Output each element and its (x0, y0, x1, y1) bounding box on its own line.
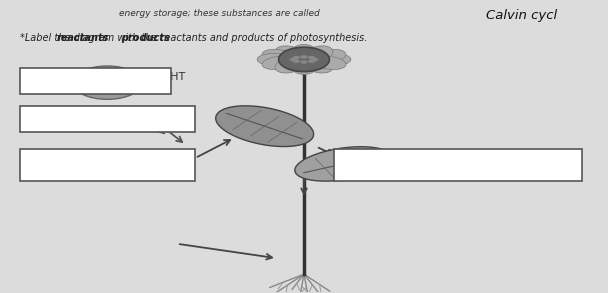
Text: LIGHT: LIGHT (153, 72, 186, 82)
Ellipse shape (72, 66, 142, 99)
Circle shape (292, 59, 300, 63)
Polygon shape (74, 88, 89, 93)
Ellipse shape (291, 58, 317, 74)
Circle shape (308, 56, 316, 59)
Polygon shape (216, 106, 314, 146)
Polygon shape (137, 77, 156, 80)
Polygon shape (95, 90, 104, 95)
Circle shape (289, 58, 297, 61)
FancyBboxPatch shape (334, 149, 582, 181)
Ellipse shape (262, 56, 294, 69)
Text: reactants: reactants (57, 33, 109, 43)
Circle shape (278, 47, 330, 71)
Text: *Label the diagram with the reactants and products of photosynthesis.: *Label the diagram with the reactants an… (19, 33, 367, 43)
Ellipse shape (275, 46, 303, 61)
Polygon shape (126, 73, 141, 77)
FancyBboxPatch shape (19, 106, 195, 132)
Ellipse shape (275, 58, 303, 73)
Polygon shape (74, 73, 89, 77)
Ellipse shape (314, 49, 346, 62)
Ellipse shape (314, 56, 346, 69)
Ellipse shape (291, 45, 317, 60)
FancyBboxPatch shape (19, 68, 171, 94)
Polygon shape (142, 82, 162, 84)
Polygon shape (53, 82, 72, 84)
Circle shape (300, 55, 308, 59)
Text: products: products (121, 33, 170, 43)
Polygon shape (295, 147, 392, 181)
Ellipse shape (305, 46, 333, 61)
Polygon shape (95, 70, 104, 75)
Text: Calvin cycl: Calvin cycl (486, 9, 557, 22)
Polygon shape (111, 90, 119, 95)
Ellipse shape (305, 58, 333, 73)
Ellipse shape (257, 53, 291, 66)
Polygon shape (58, 85, 78, 88)
Polygon shape (111, 70, 119, 75)
Circle shape (300, 60, 308, 64)
Circle shape (311, 58, 319, 61)
Polygon shape (126, 88, 141, 93)
Circle shape (292, 56, 300, 59)
Ellipse shape (317, 53, 351, 66)
Polygon shape (137, 85, 156, 88)
Ellipse shape (262, 49, 294, 62)
Polygon shape (58, 77, 78, 80)
Circle shape (308, 59, 316, 63)
FancyBboxPatch shape (19, 149, 195, 181)
Text: energy storage; these substances are called: energy storage; these substances are cal… (119, 9, 320, 18)
